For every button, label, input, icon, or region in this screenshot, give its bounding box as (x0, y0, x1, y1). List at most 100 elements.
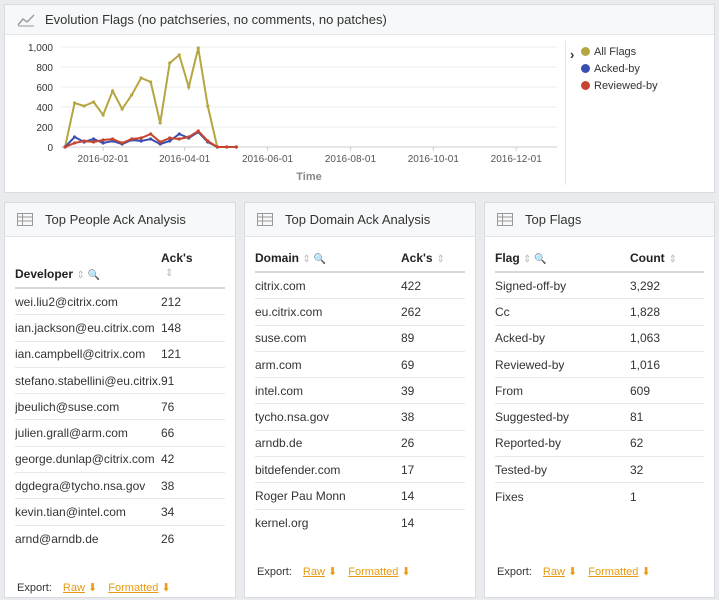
flag-name-cell: Reviewed-by (495, 357, 565, 372)
x-axis-label: Time (296, 171, 321, 183)
legend-item[interactable]: Reviewed-by (581, 77, 658, 94)
search-icon[interactable]: 🔍 (534, 254, 547, 265)
series-line-all-flags (64, 47, 237, 148)
domain-column-header[interactable]: Domain ⇕ 🔍 (255, 251, 327, 265)
domain-header: Top Domain Ack Analysis (245, 203, 475, 237)
table-row: jbeulich@suse.com 76 (15, 394, 225, 421)
chevron-right-icon[interactable]: › (570, 47, 575, 62)
search-icon[interactable]: 🔍 (87, 270, 101, 281)
domain-name-cell: kernel.org (255, 515, 309, 530)
data-point (206, 104, 210, 108)
data-point (139, 136, 143, 140)
export-label: Export: (17, 582, 52, 594)
developer-column-header[interactable]: Developer ⇕ 🔍 (15, 267, 101, 281)
data-point (215, 145, 219, 149)
developer-name-cell: kevin.tian@intel.com (15, 505, 126, 520)
data-point (130, 137, 134, 141)
table-icon (17, 212, 35, 227)
domain-name-cell: arndb.de (255, 436, 303, 451)
table-row: Roger Pau Monn 14 (255, 483, 465, 510)
download-icon[interactable]: ⬇ (328, 566, 338, 578)
flags-header: Top Flags (485, 203, 714, 237)
legend-dot-icon (581, 64, 590, 73)
developer-value-cell: 91 (161, 373, 175, 388)
data-point (225, 145, 229, 149)
download-icon[interactable]: ⬇ (161, 582, 171, 594)
formatted-export-link[interactable]: Formatted (588, 566, 639, 578)
data-point (92, 100, 96, 104)
developer-name-cell: julien.grall@arm.com (15, 426, 128, 441)
domain-value-cell: 17 (401, 462, 415, 477)
flag-name-cell: Signed-off-by (495, 278, 567, 293)
data-point (177, 137, 181, 141)
acks-column-header[interactable]: Ack's ⇕ (161, 251, 193, 279)
download-icon[interactable]: ⬇ (401, 566, 411, 578)
legend-label: Reviewed-by (594, 79, 658, 92)
chart-legend: All Flags Acked-by Reviewed-by (581, 43, 658, 94)
table-row: ian.jackson@eu.citrix.com 148 (15, 315, 225, 342)
sort-icon[interactable]: ⇕ (76, 270, 85, 281)
domain-name-cell: tycho.nsa.gov (255, 410, 330, 425)
data-point (206, 139, 210, 143)
legend-item[interactable]: Acked-by (581, 60, 658, 77)
sort-icon[interactable]: ⇕ (668, 254, 678, 265)
download-icon[interactable]: ⬇ (88, 582, 98, 594)
table-row: intel.com 39 (255, 378, 465, 405)
flags-export: Export: Raw ⬇ Formatted ⬇ (497, 565, 651, 578)
legend-item[interactable]: All Flags (581, 43, 658, 60)
download-icon[interactable]: ⬇ (568, 566, 578, 578)
data-point (101, 141, 105, 145)
legend-toggle[interactable]: › (565, 41, 581, 185)
y-tick-label: 800 (36, 63, 53, 74)
flags-table-header: Flag ⇕ 🔍 Count ⇕ (495, 247, 704, 273)
table-row: Suggested-by 81 (495, 404, 704, 431)
x-tick-label: 2016-02-01 (78, 154, 130, 165)
flag-column-header[interactable]: Flag ⇕ 🔍 (495, 251, 547, 265)
flag-value-cell: 1 (630, 489, 637, 504)
flag-name-cell: Suggested-by (495, 410, 570, 425)
sort-icon[interactable]: ⇕ (302, 254, 311, 265)
export-label: Export: (257, 566, 292, 578)
developer-value-cell: 42 (161, 452, 175, 467)
sort-icon[interactable]: ⇕ (165, 268, 174, 279)
formatted-export-link[interactable]: Formatted (108, 582, 159, 594)
search-icon[interactable]: 🔍 (313, 254, 327, 265)
table-row: tycho.nsa.gov 38 (255, 404, 465, 431)
table-row: Signed-off-by 3,292 (495, 273, 704, 300)
domain-value-cell: 14 (401, 515, 415, 530)
data-point (63, 145, 67, 149)
people-panel: Top People Ack Analysis Developer ⇕ 🔍 Ack… (4, 202, 236, 598)
domain-value-cell: 39 (401, 383, 415, 398)
data-point (130, 93, 134, 97)
data-point (111, 89, 115, 93)
count-column-header[interactable]: Count ⇕ (630, 251, 678, 265)
raw-export-link[interactable]: Raw (302, 566, 325, 578)
raw-export-link[interactable]: Raw (62, 582, 85, 594)
y-tick-label: 200 (36, 123, 53, 134)
flag-name-cell: Fixes (495, 489, 524, 504)
flags-title: Top Flags (525, 212, 582, 227)
formatted-export-link[interactable]: Formatted (348, 566, 399, 578)
data-point (196, 46, 200, 50)
domain-title: Top Domain Ack Analysis (285, 212, 431, 227)
data-point (111, 137, 115, 141)
acks-column-header[interactable]: Ack's ⇕ (401, 251, 445, 265)
table-row: Acked-by 1,063 (495, 326, 704, 352)
x-tick-label: 2016-04-01 (159, 154, 211, 165)
raw-export-link[interactable]: Raw (542, 566, 565, 578)
table-row: From 609 (495, 378, 704, 405)
evolution-title: Evolution Flags (no patchseries, no comm… (45, 12, 387, 27)
flag-name-cell: Reported-by (495, 436, 562, 451)
table-row: arm.com 69 (255, 352, 465, 379)
table-row: ian.campbell@citrix.com 121 (15, 342, 225, 368)
evolution-chart: 0 200 400 600 800 1,000 2016-02-01 2016-04-01 20… (28, 43, 557, 183)
domain-name-cell: suse.com (255, 331, 307, 346)
x-tick-label: 2016-06-01 (242, 154, 294, 165)
sort-icon[interactable]: ⇕ (436, 254, 445, 265)
y-tick-label: 0 (47, 143, 53, 154)
y-tick-label: 600 (36, 83, 53, 94)
table-row: dgdegra@tycho.nsa.gov 38 (15, 473, 225, 500)
download-icon[interactable]: ⬇ (641, 566, 651, 578)
sort-icon[interactable]: ⇕ (523, 254, 532, 265)
x-tick-label: 2016-08-01 (325, 154, 377, 165)
